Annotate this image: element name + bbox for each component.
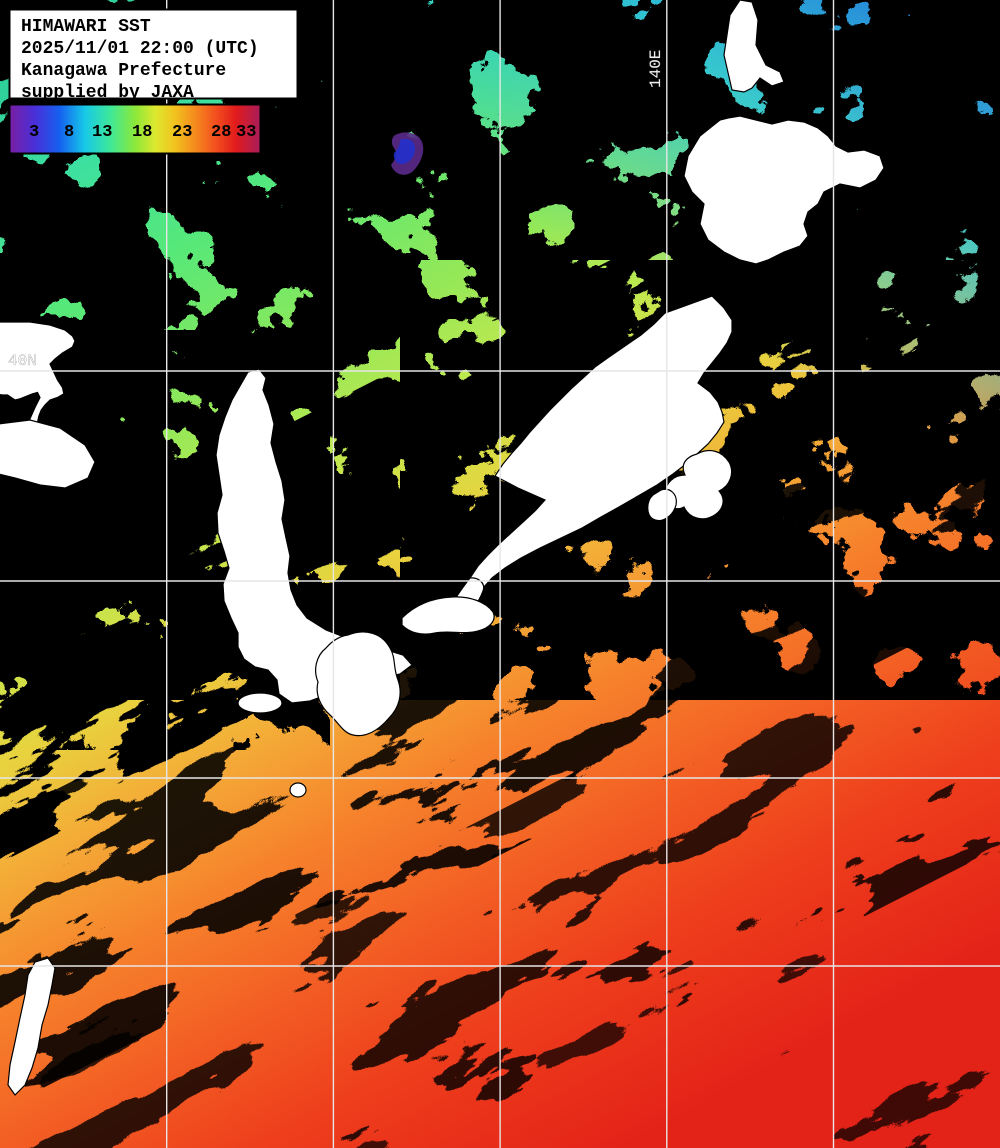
svg-text:supplied by JAXA: supplied by JAXA	[21, 83, 194, 103]
svg-text:13: 13	[92, 123, 112, 142]
svg-text:2025/11/01 22:00 (UTC): 2025/11/01 22:00 (UTC)	[21, 39, 259, 59]
svg-text:HIMAWARI SST: HIMAWARI SST	[21, 17, 151, 37]
svg-text:23: 23	[172, 123, 192, 142]
svg-text:40N: 40N	[8, 352, 37, 370]
svg-text:Kanagawa Prefecture: Kanagawa Prefecture	[21, 61, 226, 81]
svg-text:140E: 140E	[647, 50, 665, 88]
svg-text:18: 18	[132, 123, 152, 142]
svg-text:8: 8	[64, 123, 74, 142]
svg-text:3: 3	[29, 123, 39, 142]
svg-text:33: 33	[236, 123, 256, 142]
svg-text:28: 28	[211, 123, 231, 142]
